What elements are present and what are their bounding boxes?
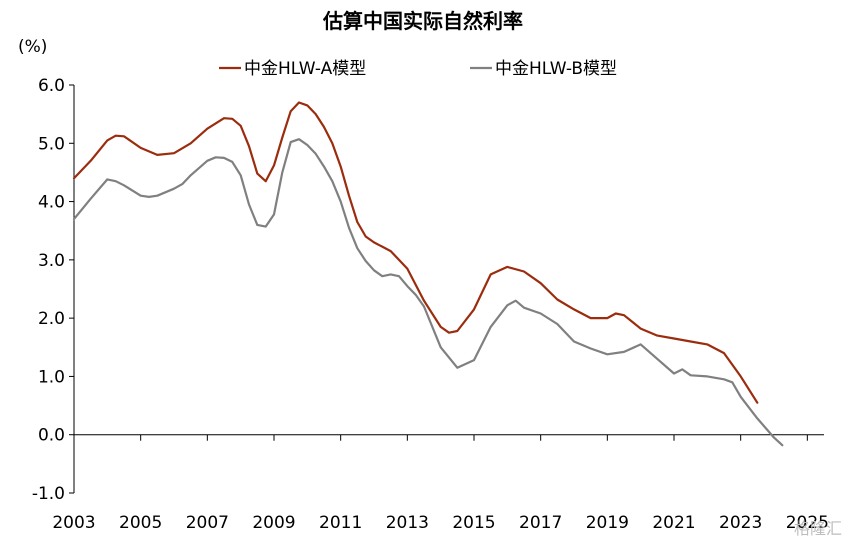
- y-tick-label: 2.0: [38, 309, 65, 329]
- y-tick-label: 5.0: [38, 134, 65, 154]
- x-tick-label: 2003: [52, 513, 95, 533]
- x-tick-label: 2017: [519, 513, 562, 533]
- series-line-2: [72, 138, 784, 447]
- series-line-1: [72, 101, 759, 404]
- legend: 中金HLW-A模型 中金HLW-B模型: [219, 59, 617, 79]
- y-tick-label: 3.0: [38, 251, 65, 271]
- y-axis: 6.0 5.0 4.0 3.0 2.0 1.0 0.0 -1.0: [32, 76, 75, 504]
- legend-label-1: 中金HLW-A模型: [244, 59, 366, 79]
- chart-title: 估算中国实际自然利率: [322, 9, 523, 33]
- x-tick-label: 2011: [319, 513, 362, 533]
- watermark: 格隆汇: [794, 519, 842, 538]
- y-axis-unit: (%): [18, 37, 47, 57]
- x-tick-label: 2007: [186, 513, 229, 533]
- y-tick-label: 1.0: [38, 367, 65, 387]
- x-tick-label: 2021: [652, 513, 695, 533]
- x-tick-label: 2015: [452, 513, 495, 533]
- y-tick-label: 4.0: [38, 193, 65, 213]
- y-tick-label: 6.0: [38, 76, 65, 96]
- x-axis: 2003 2005 2007 2009 2011 2013 2015 2017 2019 2021…: [52, 434, 829, 533]
- x-tick-label: 2013: [386, 513, 429, 533]
- x-tick-label: 2025: [786, 513, 829, 533]
- y-tick-label: -1.0: [32, 484, 65, 504]
- x-tick-label: 2023: [719, 513, 762, 533]
- x-tick-label: 2005: [119, 513, 162, 533]
- x-tick-label: 2009: [252, 513, 295, 533]
- series-layer: [72, 101, 784, 447]
- y-tick-label: 0.0: [38, 426, 65, 446]
- x-tick-label: 2019: [586, 513, 629, 533]
- legend-label-2: 中金HLW-B模型: [495, 59, 617, 79]
